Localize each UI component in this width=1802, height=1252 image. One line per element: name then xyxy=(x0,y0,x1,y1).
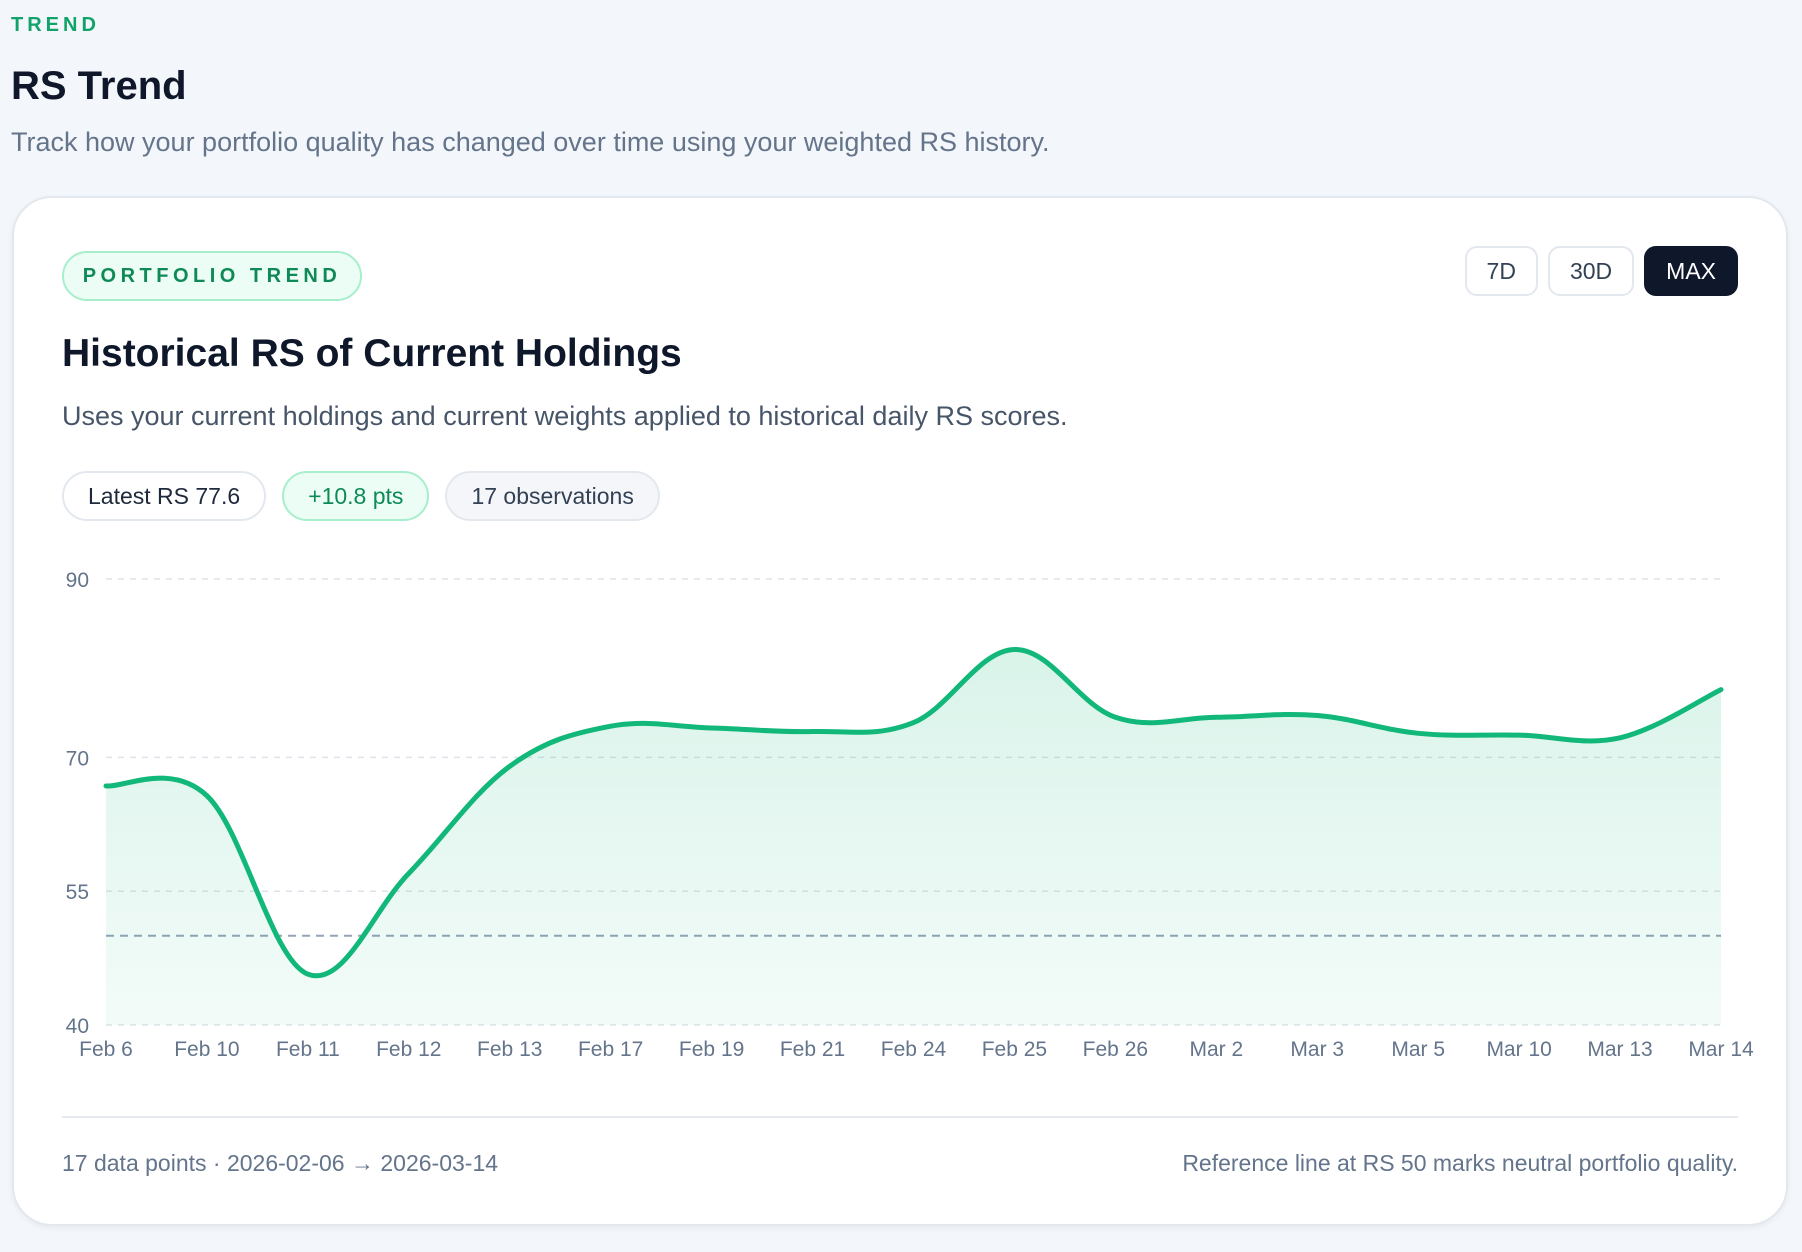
x-tick-label: Feb 6 xyxy=(79,1038,133,1061)
x-tick-label: Feb 26 xyxy=(1083,1038,1148,1061)
x-tick-label: Feb 25 xyxy=(982,1038,1047,1061)
data-point xyxy=(1616,734,1624,742)
x-tick-label: Feb 13 xyxy=(477,1038,542,1061)
x-tick-label: Mar 2 xyxy=(1189,1038,1243,1061)
y-tick-label: 40 xyxy=(66,1015,89,1038)
y-tick-label: 55 xyxy=(66,881,89,904)
x-tick-label: Feb 17 xyxy=(578,1038,643,1061)
data-point xyxy=(1111,713,1119,721)
x-tick-label: Feb 11 xyxy=(276,1038,340,1061)
x-tick-label: Feb 12 xyxy=(376,1038,441,1061)
footer-divider xyxy=(62,1116,1738,1118)
data-point xyxy=(910,719,918,727)
data-range-summary: 17 data points · 2026-02-06 → 2026-03-14 xyxy=(62,1150,499,1176)
observations-pill: 17 observations xyxy=(445,471,660,521)
page-title: RS Trend xyxy=(11,64,187,108)
data-point xyxy=(1010,645,1018,653)
data-point xyxy=(1515,731,1523,739)
range-max-button[interactable]: MAX xyxy=(1644,246,1738,296)
data-point xyxy=(1212,713,1220,721)
data-point xyxy=(1717,686,1725,694)
portfolio-trend-badge: PORTFOLIO TREND xyxy=(62,251,362,301)
range-30d-button[interactable]: 30D xyxy=(1547,246,1635,296)
x-tick-label: Feb 21 xyxy=(780,1038,845,1061)
rs-trend-chart: 40 55 70 90 Feb 6 Feb 10 Feb 11 Feb 12 Feb 13 Feb… xyxy=(66,569,1754,1061)
card-subtitle: Uses your current holdings and current w… xyxy=(62,401,1068,431)
x-tick-label: Mar 5 xyxy=(1391,1038,1445,1061)
page-subtitle: Track how your portfolio quality has cha… xyxy=(11,127,1050,157)
x-tick-label: Feb 24 xyxy=(881,1038,947,1061)
trend-card: PORTFOLIO TREND 7D 30D MAX Historical RS… xyxy=(12,196,1788,1226)
data-point xyxy=(1313,711,1321,719)
card-title: Historical RS of Current Holdings xyxy=(62,332,682,375)
area-fill xyxy=(106,649,1721,1025)
x-tick-label: Mar 3 xyxy=(1290,1038,1344,1061)
page-eyebrow: TREND xyxy=(11,14,100,36)
data-point xyxy=(304,970,312,978)
data-point xyxy=(708,724,716,732)
data-point xyxy=(1414,729,1422,737)
data-point xyxy=(203,792,211,800)
x-tick-label: Mar 10 xyxy=(1486,1038,1551,1061)
x-tick-label: Mar 14 xyxy=(1688,1038,1754,1061)
rs-series-line xyxy=(103,646,1724,979)
data-point xyxy=(506,762,514,770)
y-tick-label: 90 xyxy=(66,569,89,592)
y-tick-label: 70 xyxy=(66,747,89,770)
range-selector: 7D 30D MAX xyxy=(1464,246,1738,296)
summary-pills: Latest RS 77.6 +10.8 pts 17 observations xyxy=(62,471,660,521)
x-tick-label: Feb 10 xyxy=(174,1038,239,1061)
latest-rs-pill: Latest RS 77.6 xyxy=(62,471,267,521)
x-tick-label: Feb 19 xyxy=(679,1038,744,1061)
x-tick-label: Mar 13 xyxy=(1587,1038,1652,1061)
change-pill: +10.8 pts xyxy=(282,471,430,521)
data-point xyxy=(405,869,413,877)
data-point xyxy=(607,722,615,730)
data-point xyxy=(809,728,817,736)
range-7d-button[interactable]: 7D xyxy=(1464,246,1538,296)
data-point xyxy=(102,782,110,790)
reference-line-note: Reference line at RS 50 marks neutral po… xyxy=(1182,1150,1738,1176)
